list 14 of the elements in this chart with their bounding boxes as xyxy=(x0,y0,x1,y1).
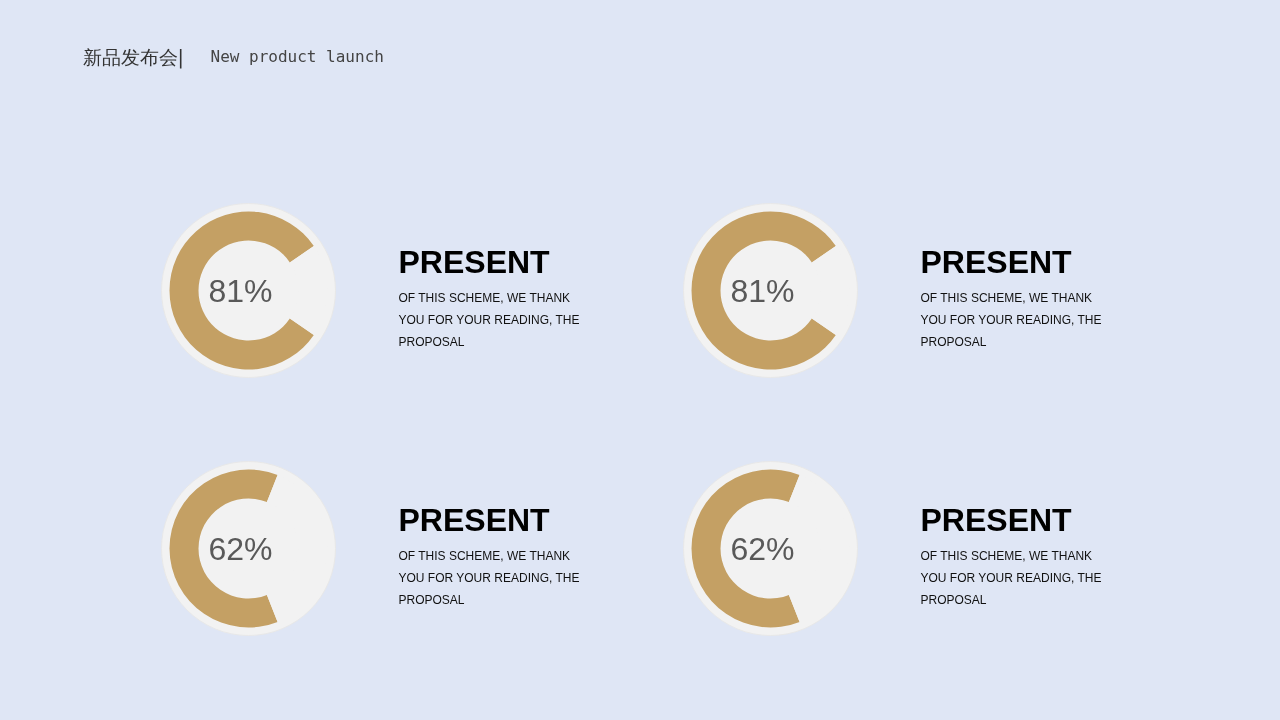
data-label: 62% xyxy=(208,530,273,567)
text: PRESENT xyxy=(398,243,551,280)
text: OF THIS SCHEME, WE THANK YOU FOR YOUR READING, THE PROPOSAL xyxy=(398,548,580,607)
text: New product launch xyxy=(210,47,384,66)
text: PRESENT xyxy=(920,501,1073,538)
text: PRESENT xyxy=(920,243,1073,280)
data-label: 81% xyxy=(208,272,273,309)
text: OF THIS SCHEME, WE THANK YOU FOR YOUR READING, THE PROPOSAL xyxy=(920,290,1102,349)
text: OF THIS SCHEME, WE THANK YOU FOR YOUR READING, THE PROPOSAL xyxy=(920,548,1102,607)
data-label: 62% xyxy=(730,530,795,567)
text: PRESENT xyxy=(398,501,551,538)
text: OF THIS SCHEME, WE THANK YOU FOR YOUR READING, THE PROPOSAL xyxy=(398,290,580,349)
text: 新品发布会| xyxy=(82,45,184,69)
data-label: 81% xyxy=(730,272,795,309)
